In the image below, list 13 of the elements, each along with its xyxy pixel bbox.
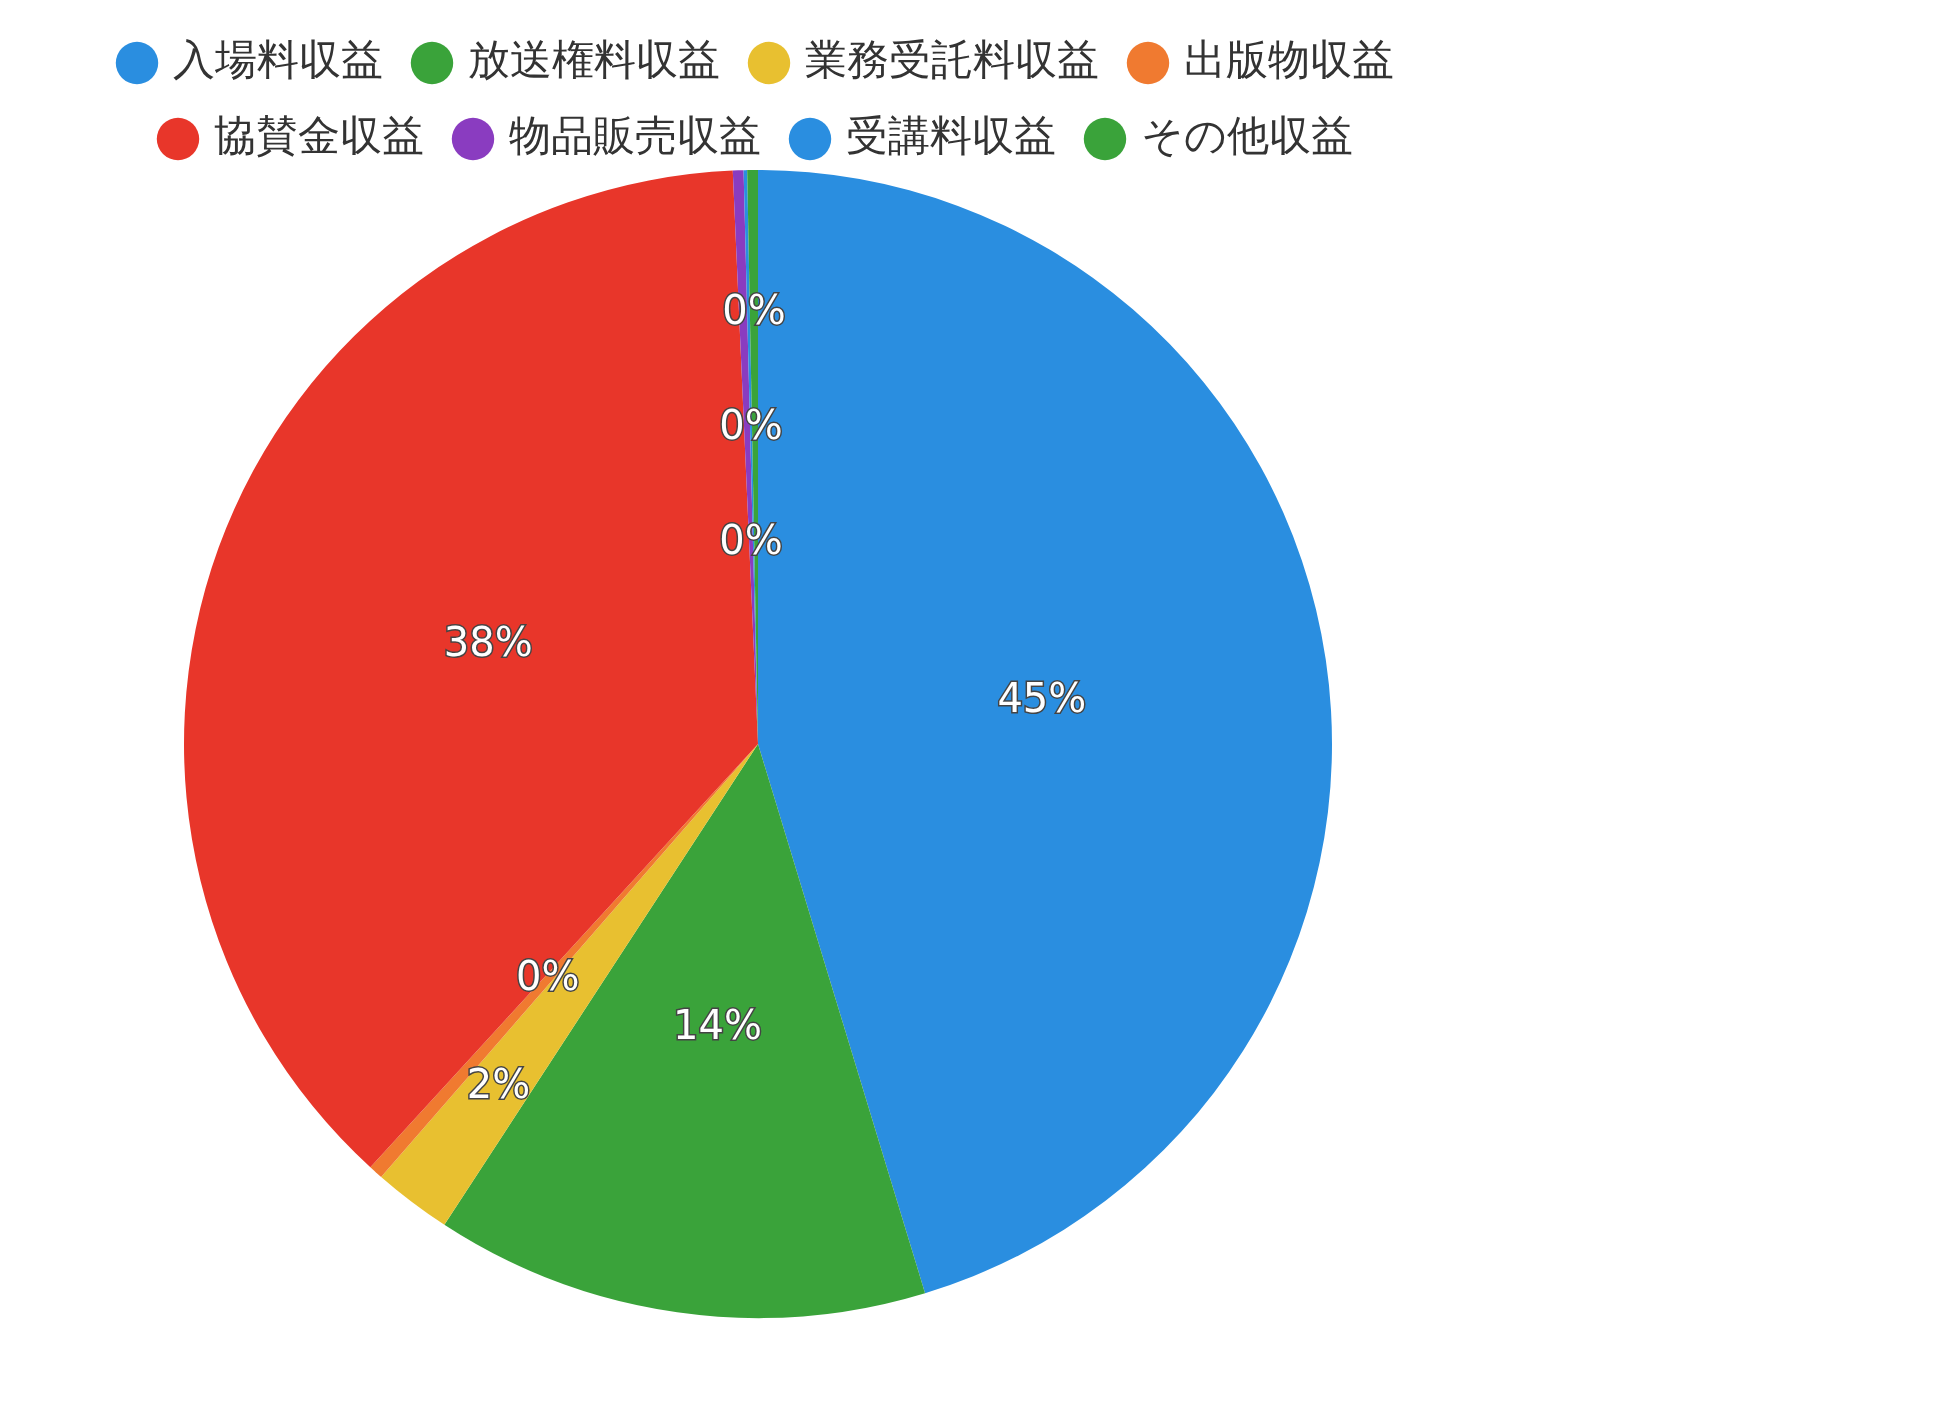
data-label: 0% xyxy=(516,952,580,999)
data-label: 2% xyxy=(466,1060,531,1107)
legend-label: 物品販売収益 xyxy=(509,110,761,160)
legend-label: 業務受託料収益 xyxy=(805,34,1099,84)
data-label: 45% xyxy=(997,675,1087,722)
legend-label: 協賛金収益 xyxy=(214,110,424,160)
legend-label: 出版物収益 xyxy=(1184,34,1394,84)
legend-label: 入場料収益 xyxy=(173,34,383,84)
legend-label: 受講料収益 xyxy=(846,110,1056,160)
legend-label: 放送権料収益 xyxy=(468,34,720,84)
data-label: 38% xyxy=(443,619,533,666)
legend-label: その他収益 xyxy=(1141,110,1353,160)
data-label: 14% xyxy=(673,1001,763,1048)
